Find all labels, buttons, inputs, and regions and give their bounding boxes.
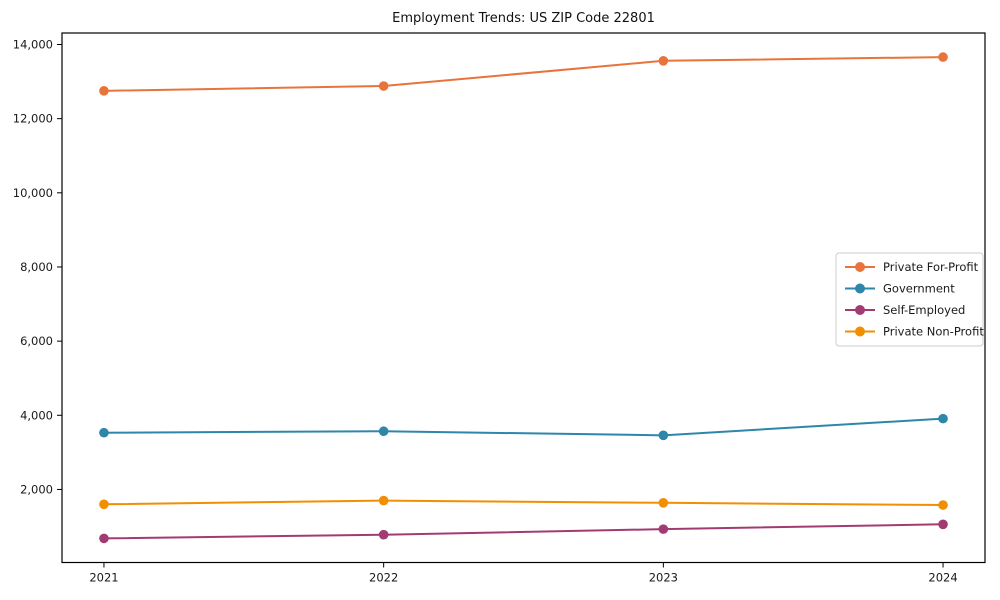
legend-label-government: Government: [883, 282, 955, 296]
legend-box: [835, 252, 984, 347]
legend-label-private-for-profit: Private For-Profit: [883, 260, 979, 274]
y-axis-tick-label: 4,000: [20, 408, 53, 422]
data-point-government-2022: [378, 426, 389, 437]
series-line-government: [103, 417, 944, 437]
y-axis-tick-label: 6,000: [20, 334, 53, 348]
series-line-private-non-profit: [103, 499, 944, 507]
y-axis-tick-label: 14,000: [13, 37, 53, 51]
legend-marker-government: [855, 283, 865, 294]
x-axis-tick-label: 2023: [649, 571, 678, 585]
data-point-self-employed-2024: [938, 519, 948, 530]
y-axis-tick-label: 10,000: [13, 186, 53, 200]
data-point-private-non-profit-2022: [378, 495, 389, 506]
legend-label-self-employed: Self-Employed: [883, 303, 965, 317]
data-point-self-employed-2022: [378, 529, 389, 540]
legend-marker-self-employed: [855, 305, 865, 315]
data-point-private-non-profit-2023: [658, 498, 669, 508]
legend-marker-private-non-profit: [855, 326, 865, 337]
data-point-private-for-profit-2023: [658, 56, 669, 66]
x-axis-tick-label: 2022: [369, 571, 398, 585]
data-point-private-for-profit-2022: [378, 81, 389, 91]
data-point-government-2021: [99, 427, 109, 438]
chart-title: Employment Trends: US ZIP Code 22801: [392, 11, 655, 26]
series-line-private-for-profit: [103, 56, 944, 92]
x-axis-tick-label: 2024: [928, 571, 957, 585]
y-axis-tick-label: 12,000: [13, 112, 53, 126]
series-line-self-employed: [103, 523, 944, 540]
data-point-private-for-profit-2024: [938, 52, 948, 62]
data-point-government-2024: [938, 413, 948, 424]
legend-marker-private-for-profit: [855, 262, 865, 272]
legend-label-private-non-profit: Private Non-Profit: [883, 325, 984, 339]
data-point-government-2023: [658, 430, 669, 441]
x-axis-tick-label: 2021: [89, 571, 118, 585]
data-point-self-employed-2023: [658, 524, 669, 534]
y-axis-tick-label: 2,000: [20, 482, 53, 496]
y-axis-tick-label: 8,000: [20, 260, 53, 274]
data-point-private-non-profit-2024: [938, 500, 948, 510]
data-point-self-employed-2021: [99, 533, 109, 544]
data-point-private-for-profit-2021: [99, 86, 109, 96]
data-point-private-non-profit-2021: [99, 499, 109, 510]
plot-border: [61, 32, 986, 564]
